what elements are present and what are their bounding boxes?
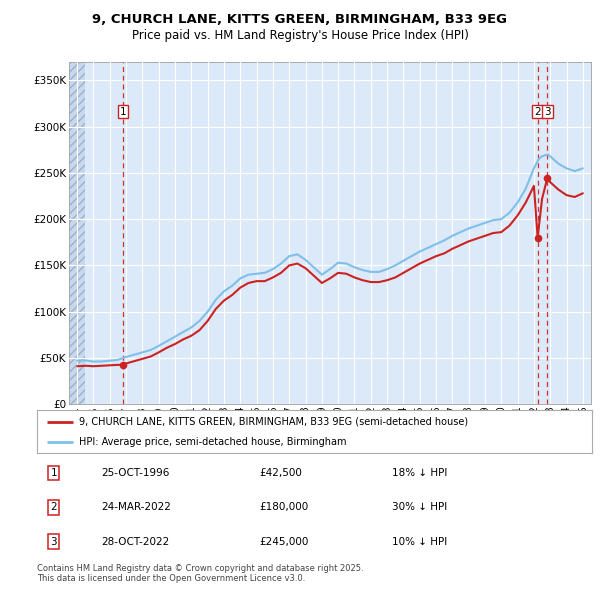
Text: 30% ↓ HPI: 30% ↓ HPI — [392, 503, 447, 512]
Text: 25-OCT-1996: 25-OCT-1996 — [101, 468, 169, 478]
Text: 2: 2 — [535, 107, 541, 117]
Text: 2: 2 — [50, 503, 57, 512]
Text: 3: 3 — [544, 107, 551, 117]
Text: 18% ↓ HPI: 18% ↓ HPI — [392, 468, 448, 478]
Bar — [69, 62, 85, 404]
Text: 9, CHURCH LANE, KITTS GREEN, BIRMINGHAM, B33 9EG: 9, CHURCH LANE, KITTS GREEN, BIRMINGHAM,… — [92, 13, 508, 26]
Text: £42,500: £42,500 — [259, 468, 302, 478]
Text: 3: 3 — [50, 537, 57, 546]
Text: 24-MAR-2022: 24-MAR-2022 — [101, 503, 171, 512]
Text: 28-OCT-2022: 28-OCT-2022 — [101, 537, 169, 546]
Text: 9, CHURCH LANE, KITTS GREEN, BIRMINGHAM, B33 9EG (semi-detached house): 9, CHURCH LANE, KITTS GREEN, BIRMINGHAM,… — [79, 417, 468, 427]
Text: 10% ↓ HPI: 10% ↓ HPI — [392, 537, 447, 546]
Text: £245,000: £245,000 — [259, 537, 308, 546]
Text: HPI: Average price, semi-detached house, Birmingham: HPI: Average price, semi-detached house,… — [79, 437, 346, 447]
Text: 1: 1 — [50, 468, 57, 478]
Text: Contains HM Land Registry data © Crown copyright and database right 2025.
This d: Contains HM Land Registry data © Crown c… — [37, 563, 364, 583]
Text: Price paid vs. HM Land Registry's House Price Index (HPI): Price paid vs. HM Land Registry's House … — [131, 30, 469, 42]
Text: 1: 1 — [120, 107, 127, 117]
Text: £180,000: £180,000 — [259, 503, 308, 512]
